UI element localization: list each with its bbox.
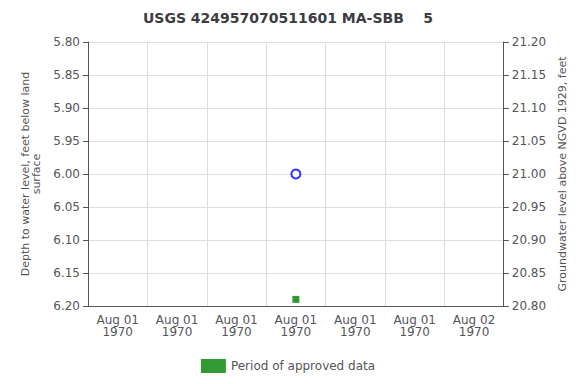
svg-text:Aug 02: Aug 02 [452, 313, 496, 327]
svg-text:5.90: 5.90 [53, 101, 80, 115]
svg-text:1970: 1970 [340, 325, 371, 339]
svg-text:1970: 1970 [162, 325, 193, 339]
svg-text:6.15: 6.15 [53, 266, 80, 280]
svg-text:6.20: 6.20 [53, 299, 80, 313]
svg-text:20.85: 20.85 [512, 266, 546, 280]
svg-text:Aug 01: Aug 01 [155, 313, 199, 327]
svg-text:5.95: 5.95 [53, 134, 80, 148]
svg-text:USGS 424957070511601 MA-SBB: USGS 424957070511601 MA-SBB 5 [143, 10, 433, 26]
svg-text:21.20: 21.20 [512, 35, 546, 49]
svg-text:6.00: 6.00 [53, 167, 80, 181]
svg-text:Aug 01: Aug 01 [274, 313, 318, 327]
svg-text:20.90: 20.90 [512, 233, 546, 247]
svg-text:surface: surface [30, 153, 43, 194]
svg-text:6.10: 6.10 [53, 233, 80, 247]
svg-text:Aug 01: Aug 01 [215, 313, 258, 327]
svg-text:Aug 01: Aug 01 [393, 313, 436, 327]
svg-text:Period of approved data: Period of approved data [231, 359, 375, 373]
svg-text:Aug 01: Aug 01 [96, 313, 139, 327]
svg-text:Groundwater level above NGVD 1: Groundwater level above NGVD 1929, feet [556, 56, 569, 292]
svg-text:5.85: 5.85 [53, 68, 80, 82]
svg-text:20.80: 20.80 [512, 299, 546, 313]
svg-text:21.15: 21.15 [512, 68, 546, 82]
svg-text:6.05: 6.05 [53, 200, 80, 214]
svg-text:1970: 1970 [221, 325, 252, 339]
svg-text:Depth to water level, feet bel: Depth to water level, feet below land [19, 71, 33, 277]
svg-text:1970: 1970 [102, 325, 133, 339]
svg-text:20.95: 20.95 [512, 200, 546, 214]
svg-text:1970: 1970 [281, 325, 312, 339]
svg-text:1970: 1970 [399, 325, 430, 339]
svg-text:5.80: 5.80 [53, 35, 80, 49]
svg-text:21.00: 21.00 [512, 167, 546, 181]
svg-text:Aug 01: Aug 01 [334, 313, 377, 327]
svg-text:21.05: 21.05 [512, 134, 546, 148]
svg-text:21.10: 21.10 [512, 101, 546, 115]
svg-text:1970: 1970 [459, 325, 490, 339]
